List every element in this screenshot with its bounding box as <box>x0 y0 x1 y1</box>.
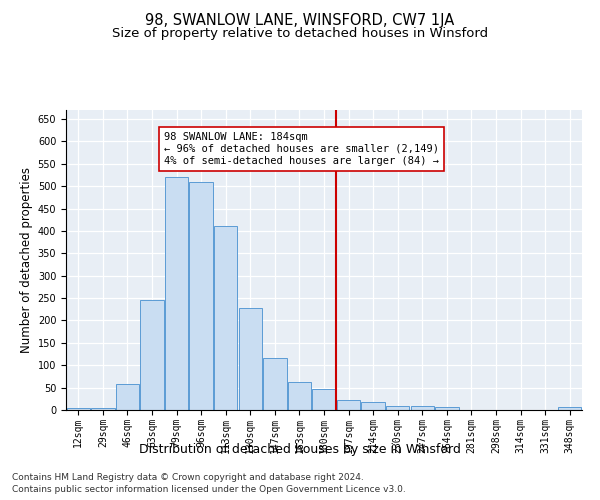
Bar <box>140 300 164 410</box>
Bar <box>67 408 90 410</box>
Bar <box>263 358 287 410</box>
Y-axis label: Number of detached properties: Number of detached properties <box>20 167 34 353</box>
Text: Size of property relative to detached houses in Winsford: Size of property relative to detached ho… <box>112 28 488 40</box>
Bar <box>116 384 139 410</box>
Text: Distribution of detached houses by size in Winsford: Distribution of detached houses by size … <box>139 442 461 456</box>
Bar <box>361 402 385 410</box>
Bar <box>239 308 262 410</box>
Bar <box>435 407 458 410</box>
Bar <box>288 382 311 410</box>
Text: Contains HM Land Registry data © Crown copyright and database right 2024.: Contains HM Land Registry data © Crown c… <box>12 472 364 482</box>
Bar <box>190 182 213 410</box>
Text: 98, SWANLOW LANE, WINSFORD, CW7 1JA: 98, SWANLOW LANE, WINSFORD, CW7 1JA <box>145 12 455 28</box>
Bar <box>337 400 360 410</box>
Bar <box>410 406 434 410</box>
Bar <box>165 177 188 410</box>
Text: 98 SWANLOW LANE: 184sqm
← 96% of detached houses are smaller (2,149)
4% of semi-: 98 SWANLOW LANE: 184sqm ← 96% of detache… <box>164 132 439 166</box>
Bar <box>214 226 238 410</box>
Bar <box>313 390 335 410</box>
Bar <box>91 408 115 410</box>
Bar <box>558 408 581 410</box>
Text: Contains public sector information licensed under the Open Government Licence v3: Contains public sector information licen… <box>12 485 406 494</box>
Bar <box>386 406 409 410</box>
